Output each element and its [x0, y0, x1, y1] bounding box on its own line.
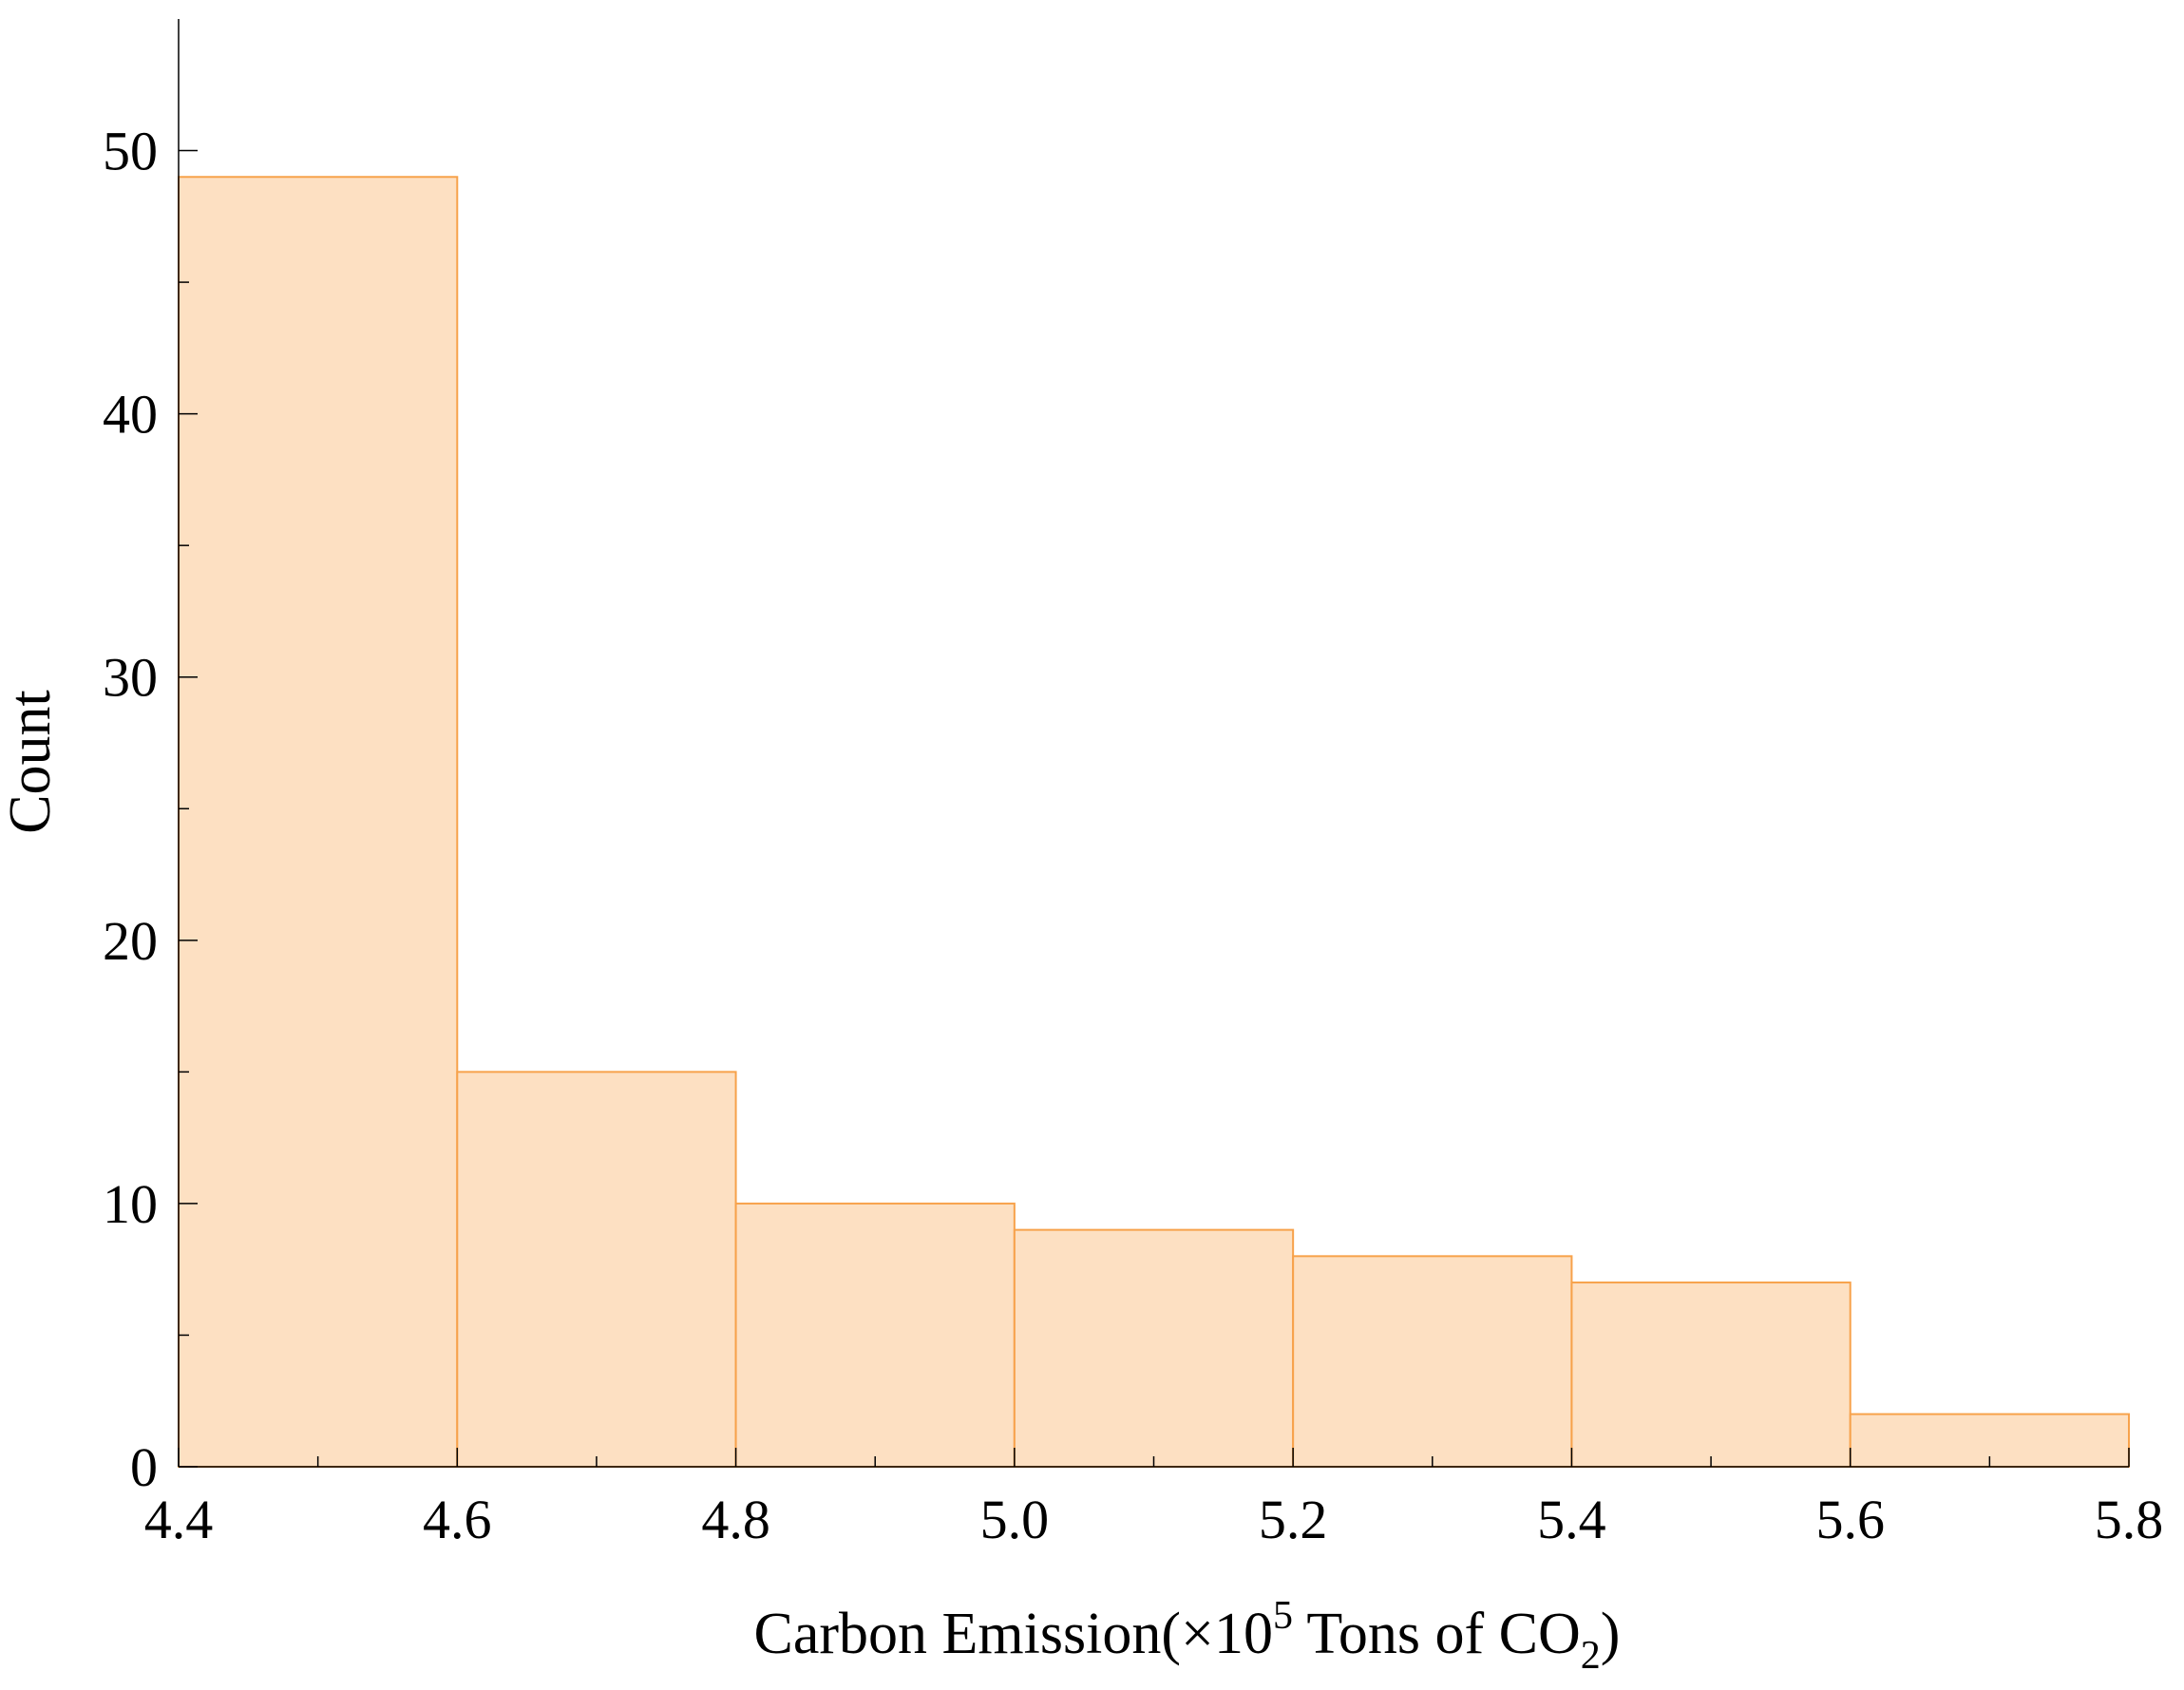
- histogram-bar: [1570, 1282, 1852, 1469]
- x-tick-label: 4.4: [144, 1489, 214, 1550]
- y-tick-label: 10: [103, 1173, 158, 1235]
- bars-group: [178, 176, 2130, 1469]
- x-tick-label: 4.6: [423, 1489, 492, 1550]
- histogram-bar: [1013, 1228, 1295, 1468]
- y-tick-label: 20: [103, 910, 158, 972]
- ticks-group: 4.4 4.6 4.8 5.0 5.2 5.4 5.6 5.8 0 10 20 30 40 50: [103, 121, 2163, 1550]
- x-tick-label: 5.0: [980, 1489, 1050, 1550]
- histogram-bar: [178, 176, 459, 1469]
- y-tick-label: 50: [103, 121, 158, 182]
- y-tick-label: 30: [103, 647, 158, 709]
- y-tick-label: 40: [103, 384, 158, 446]
- x-axis-label-main: Carbon Emission(×10: [754, 1602, 1273, 1666]
- x-tick-label: 5.6: [1815, 1489, 1885, 1550]
- histogram-bar: [1292, 1255, 1573, 1468]
- x-axis-label-units: Tons of CO: [1293, 1602, 1581, 1666]
- x-axis-label-superscript: 5: [1273, 1594, 1293, 1638]
- x-tick-label: 5.4: [1537, 1489, 1606, 1550]
- histogram-bar: [734, 1202, 1016, 1468]
- x-tick-label: 4.8: [701, 1489, 770, 1550]
- x-axis-label-subscript: 2: [1581, 1634, 1601, 1678]
- x-axis-label: Carbon Emission(×105 Tons of CO2): [754, 1594, 1621, 1678]
- y-axis-label: Count: [0, 690, 63, 834]
- x-tick-label: 5.8: [2095, 1489, 2164, 1550]
- y-tick-label: 0: [130, 1436, 158, 1498]
- histogram-bar: [456, 1071, 737, 1468]
- x-axis-label-close: ): [1601, 1602, 1621, 1666]
- x-tick-label: 5.2: [1259, 1489, 1328, 1550]
